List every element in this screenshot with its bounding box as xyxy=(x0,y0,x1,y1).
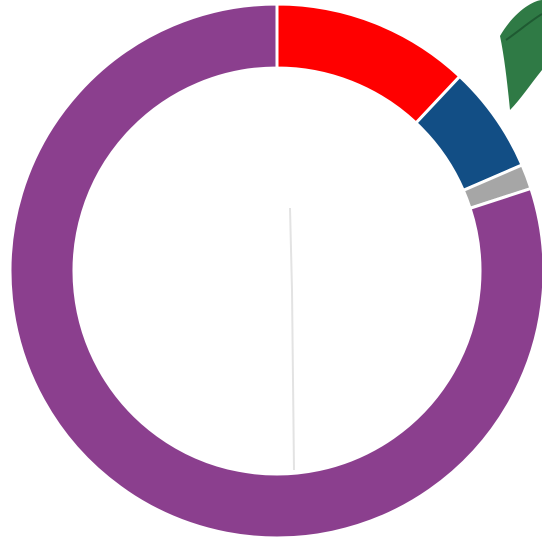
center-line xyxy=(289,207,295,471)
donut-slice xyxy=(8,2,542,540)
donut xyxy=(8,2,542,540)
leaf-decoration xyxy=(500,0,542,110)
leaf-vein xyxy=(505,13,542,41)
